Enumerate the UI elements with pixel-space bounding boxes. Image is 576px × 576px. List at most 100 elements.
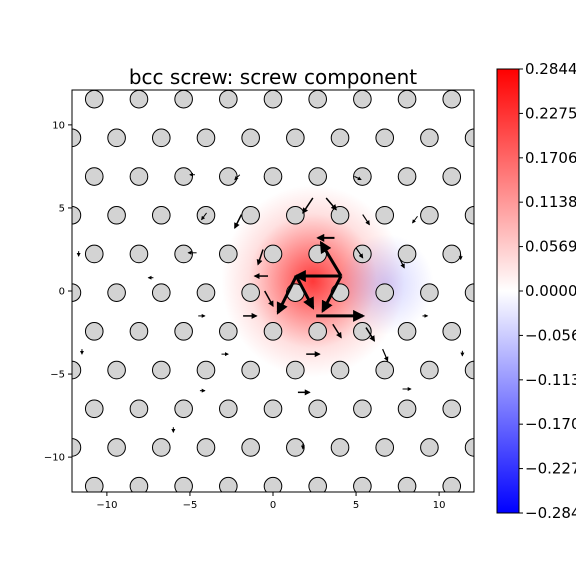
- atom-102: [397, 90, 417, 109]
- displacement-arrow-22: [412, 215, 418, 224]
- colorbar-ticks: 0.2844 0.2275 0.1706 0.1138 0.0569 0.0000 −0.0…: [519, 60, 576, 522]
- atom-15: [330, 438, 350, 457]
- displacement-arrow-28: [234, 174, 241, 181]
- atom-83: [397, 167, 417, 186]
- atom-24: [308, 399, 327, 419]
- x-tick-label-2: 0: [270, 500, 276, 511]
- colorbar-tick-label-0: 0.2844: [525, 60, 576, 78]
- atom-44: [353, 322, 372, 341]
- atom-43: [308, 322, 327, 341]
- atom-41: [219, 322, 238, 341]
- atom-80: [263, 167, 283, 186]
- arrow-layer: [76, 172, 465, 450]
- atom-50: [196, 283, 216, 302]
- atom-85: [72, 128, 82, 148]
- y-tick-label-0: −10: [44, 453, 65, 464]
- x-tick-label-1: −5: [183, 500, 198, 511]
- displacement-arrow-8: [325, 197, 337, 211]
- atom-71: [286, 205, 305, 225]
- atom-34: [330, 360, 350, 380]
- displacement-arrow-25: [201, 212, 207, 221]
- x-axis-ticks: −10 −5 0 5 10: [96, 492, 445, 511]
- x-tick-label-4: 10: [433, 500, 446, 511]
- atom-19: [84, 399, 104, 419]
- atom-5: [308, 476, 327, 492]
- displacement-arrow-3: [321, 275, 343, 314]
- displacement-arrow-29: [354, 175, 362, 181]
- atom-57: [84, 244, 104, 264]
- atom-22: [219, 399, 238, 419]
- atom-40: [174, 322, 193, 341]
- atom-23: [263, 399, 283, 419]
- atom-92: [375, 128, 395, 148]
- atom-91: [330, 128, 350, 148]
- displacement-arrow-4: [319, 240, 343, 277]
- atom-103: [442, 90, 462, 109]
- displacement-arrow-9: [234, 214, 243, 229]
- atom-77: [129, 167, 149, 186]
- atom-58: [129, 244, 149, 264]
- atom-51: [241, 283, 260, 302]
- colorbar-gradient: [496, 68, 520, 514]
- atom-1: [129, 476, 149, 492]
- atom-25: [353, 399, 372, 419]
- atom-47: [72, 283, 82, 302]
- atom-64: [397, 244, 417, 264]
- atom-28: [72, 360, 82, 380]
- atom-9: [72, 438, 82, 457]
- atom-87: [151, 128, 171, 148]
- colorbar-tick-label-8: −0.1706: [525, 415, 576, 433]
- atom-37: [464, 360, 474, 380]
- y-tick-label-2: 0: [59, 287, 65, 298]
- atom-66: [72, 205, 82, 225]
- colorbar-tick-label-10: −0.2844: [525, 504, 576, 522]
- atom-26: [397, 399, 417, 419]
- displacement-arrow-7: [302, 197, 314, 214]
- atom-99: [263, 90, 283, 109]
- atom-70: [241, 205, 260, 225]
- atom-61: [263, 244, 283, 264]
- atom-6: [353, 476, 372, 492]
- colorbar-tick-label-4: 0.0569: [525, 238, 576, 256]
- atom-36: [420, 360, 439, 380]
- atom-89: [241, 128, 260, 148]
- atom-39: [129, 322, 149, 341]
- atom-17: [420, 438, 439, 457]
- displacement-arrow-12: [264, 290, 274, 307]
- atom-96: [129, 90, 149, 109]
- atom-75: [464, 205, 474, 225]
- atom-38: [84, 322, 104, 341]
- atom-98: [219, 90, 238, 109]
- colorbar-tick-label-6: −0.0569: [525, 326, 576, 344]
- atom-76: [84, 167, 104, 186]
- atom-21: [174, 399, 193, 419]
- displacement-arrow-17: [332, 323, 342, 339]
- atom-32: [241, 360, 260, 380]
- atom-18: [464, 438, 474, 457]
- atom-60: [219, 244, 238, 264]
- atom-7: [397, 476, 417, 492]
- y-tick-label-3: 5: [59, 203, 65, 214]
- atom-layer: [72, 90, 474, 492]
- atom-33: [286, 360, 305, 380]
- displacement-arrow-16: [365, 327, 375, 342]
- atom-31: [196, 360, 216, 380]
- y-tick-label-4: 10: [52, 120, 65, 131]
- atom-46: [442, 322, 462, 341]
- displacement-arrow-19: [355, 247, 364, 259]
- displacement-arrow-20: [362, 214, 370, 226]
- atom-2: [174, 476, 193, 492]
- atom-27: [442, 399, 462, 419]
- colorbar-tick-label-9: −0.2275: [525, 460, 576, 478]
- atom-12: [196, 438, 216, 457]
- atom-86: [107, 128, 126, 148]
- colorbar-tick-label-3: 0.1138: [525, 193, 576, 211]
- colorbar-tick-label-2: 0.1706: [525, 149, 576, 167]
- atom-65: [442, 244, 462, 264]
- atom-48: [107, 283, 126, 302]
- atom-73: [375, 205, 395, 225]
- plot-area: −10 −5 0 5 10 −10 −5 0 5 10: [44, 89, 475, 511]
- atom-14: [286, 438, 305, 457]
- colorbar-tick-label-1: 0.2275: [525, 104, 576, 122]
